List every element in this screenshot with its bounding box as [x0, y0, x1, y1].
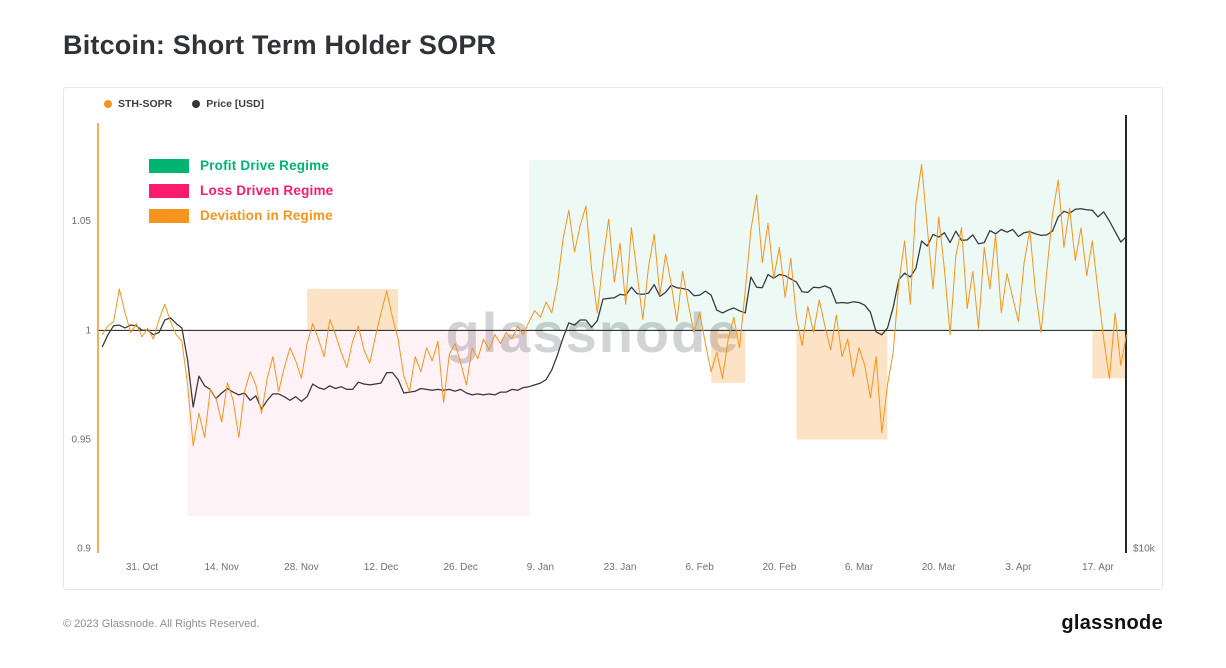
svg-text:1: 1	[85, 325, 91, 336]
svg-text:23. Jan: 23. Jan	[604, 562, 637, 573]
regime-row-loss: Loss Driven Regime	[149, 183, 333, 198]
sth-sopr-series-dot	[104, 100, 112, 108]
svg-text:20. Mar: 20. Mar	[922, 562, 957, 573]
regime-row-profit: Profit Drive Regime	[149, 158, 333, 173]
page-title: Bitcoin: Short Term Holder SOPR	[63, 30, 497, 60]
svg-text:31. Oct: 31. Oct	[126, 562, 158, 573]
svg-text:0.95: 0.95	[72, 435, 92, 446]
footer: © 2023 Glassnode. All Rights Reserved. g…	[63, 612, 1163, 635]
loss-regime-label: Loss Driven Regime	[200, 183, 334, 198]
chart-card: STH-SOPR Price [USD] glassnode 1.05 1 0.95…	[63, 87, 1163, 590]
deviation-regime-label: Deviation in Regime	[200, 208, 333, 223]
svg-text:28. Nov: 28. Nov	[284, 562, 318, 573]
svg-text:3. Apr: 3. Apr	[1005, 562, 1032, 573]
loss-regime-swatch	[149, 183, 189, 198]
svg-text:20. Feb: 20. Feb	[762, 562, 796, 573]
deviation-regime-swatch	[149, 208, 189, 223]
regime-legend: Profit Drive Regime Loss Driven Regime D…	[149, 158, 333, 233]
profit-regime-label: Profit Drive Regime	[200, 158, 330, 173]
legend-item-sth-sopr[interactable]: STH-SOPR	[104, 98, 172, 110]
legend-label-sth-sopr: STH-SOPR	[118, 98, 173, 110]
svg-text:9. Jan: 9. Jan	[527, 562, 554, 573]
chart-legend: STH-SOPR Price [USD]	[104, 98, 264, 110]
svg-text:26. Dec: 26. Dec	[443, 562, 477, 573]
svg-text:12. Dec: 12. Dec	[364, 562, 398, 573]
profit-regime-swatch	[149, 158, 189, 173]
price-series-dot	[192, 100, 201, 108]
glassnode-logo[interactable]: glassnode	[1061, 612, 1163, 634]
svg-text:0.9: 0.9	[77, 544, 91, 555]
svg-text:6. Feb: 6. Feb	[686, 562, 715, 573]
legend-label-price: Price [USD]	[206, 98, 265, 110]
svg-text:1.05: 1.05	[72, 216, 92, 227]
svg-text:17. Apr: 17. Apr	[1082, 562, 1114, 573]
chart-plot[interactable]: 1.05 1 0.95 0.9 31. Oct 14. Nov 28. Nov 12. Dec…	[64, 88, 1162, 589]
svg-text:$10k: $10k	[1133, 544, 1156, 555]
legend-item-price[interactable]: Price [USD]	[192, 98, 264, 110]
copyright-text: © 2023 Glassnode. All Rights Reserved.	[63, 617, 260, 630]
svg-text:14. Nov: 14. Nov	[204, 562, 238, 573]
regime-row-deviation: Deviation in Regime	[149, 208, 333, 223]
svg-text:6. Mar: 6. Mar	[845, 562, 874, 573]
